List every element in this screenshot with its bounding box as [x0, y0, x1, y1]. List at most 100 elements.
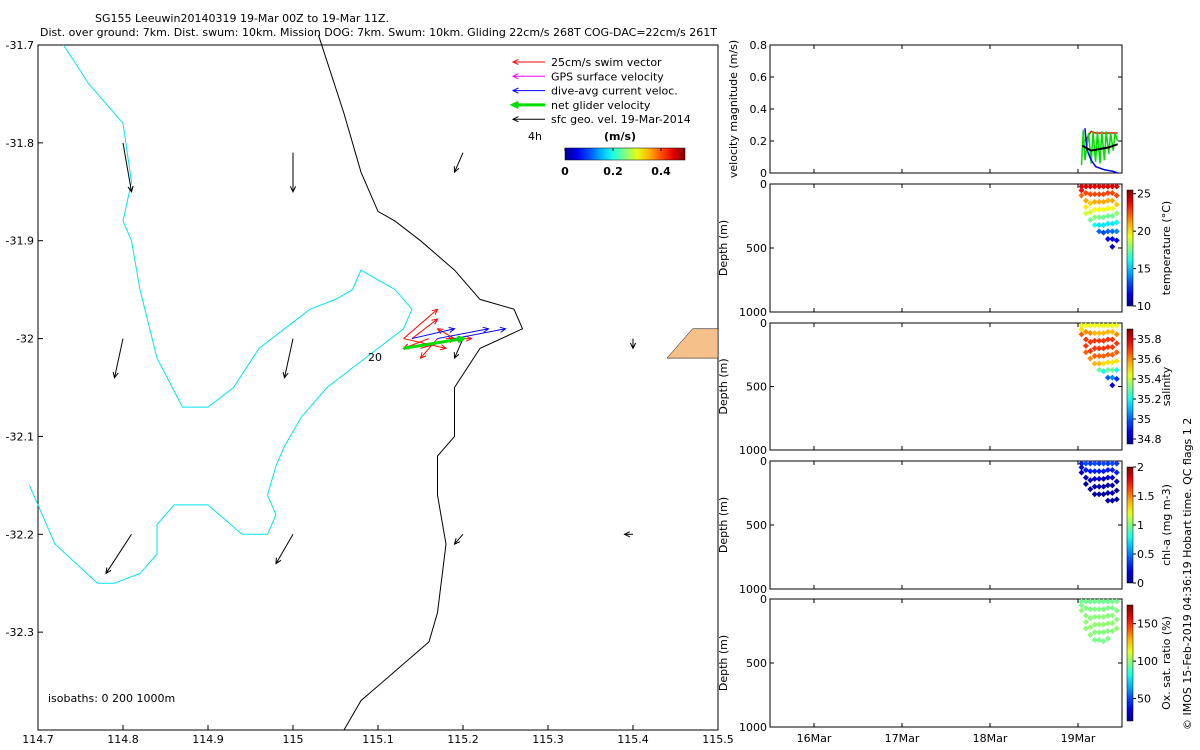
velocity-vector	[411, 327, 456, 340]
profile-point	[1082, 604, 1089, 611]
profile-point	[1096, 198, 1103, 205]
profile-point	[1087, 216, 1094, 223]
time-axis-label: 17Mar	[885, 732, 920, 745]
profile-point	[1109, 490, 1116, 496]
profile-point	[1100, 368, 1107, 375]
profile-point	[1113, 478, 1120, 485]
panel-y-label: velocity magnitude (m/s)	[727, 40, 740, 178]
profile-point	[1109, 620, 1116, 627]
profile-point	[1091, 322, 1098, 329]
panel-colorbar-label: 10	[1137, 300, 1151, 313]
profile-point	[1091, 621, 1098, 628]
speed-colorbar	[564, 147, 686, 161]
panel-y-tick-label: 0.4	[750, 103, 768, 116]
profile-point	[1082, 466, 1089, 473]
profile-point	[1096, 491, 1103, 498]
panel-5: 0 500 1000 Depth (m) 50 100 150 Ox. sat. ratio …	[717, 593, 1173, 734]
velocity-vector	[112, 338, 124, 379]
panel-colorbar-label: 35.8	[1137, 333, 1162, 346]
profile-point	[1109, 328, 1116, 335]
profile-point	[1091, 468, 1098, 475]
profile-point	[1096, 636, 1103, 643]
time-axis-label: 19Mar	[1061, 732, 1096, 745]
profile-point	[1096, 330, 1103, 337]
profile-point	[1109, 183, 1116, 190]
profile-point	[1109, 466, 1116, 473]
profile-point	[1113, 322, 1120, 329]
time-axis-label: 16Mar	[797, 732, 832, 745]
profile-point	[1078, 460, 1085, 467]
profile-point	[1104, 351, 1111, 358]
profile-point	[1096, 353, 1103, 360]
profile-point	[1087, 330, 1094, 337]
panel-2: 0 500 1000 Depth (m) 10 15 20 25 temperature (°C…	[717, 178, 1173, 319]
legend-label: GPS surface velocity	[551, 70, 664, 83]
profile-point	[1087, 355, 1094, 362]
profile-point	[1100, 460, 1107, 467]
profile-point	[1082, 612, 1089, 619]
map-x-tick-label: 115.2	[447, 733, 479, 746]
panel-y-tick-label: 1000	[739, 721, 767, 734]
panel-colorbar-title: Ox. sat. ratio (%)	[1160, 616, 1173, 710]
profile-point	[1104, 366, 1111, 373]
map-y-tick-label: -31.9	[6, 235, 34, 248]
velocity-vector	[454, 326, 507, 340]
profile-point	[1109, 497, 1116, 504]
profile-point	[1100, 229, 1107, 236]
profile-point	[1091, 183, 1098, 190]
profile-point	[1109, 189, 1116, 196]
panel-y-tick-label: 500	[746, 657, 767, 670]
velocity-vector	[453, 152, 464, 174]
profile-point	[1091, 337, 1098, 344]
velocity-vector	[105, 534, 132, 575]
velocity-vector	[275, 534, 294, 565]
profile-point	[1096, 613, 1103, 620]
profile-point	[1078, 187, 1085, 194]
profile-point	[1104, 359, 1111, 366]
profile-point	[1109, 220, 1116, 227]
profile-point	[1078, 331, 1085, 338]
velocity-vector	[453, 338, 464, 360]
profile-point	[1096, 221, 1103, 228]
panel-colorbar-label: 1.5	[1137, 490, 1155, 503]
profile-point	[1100, 221, 1107, 228]
velocity-vector	[623, 531, 633, 538]
profile-point	[1100, 345, 1107, 352]
speed-colorbar-label: 0	[561, 165, 569, 178]
profile-point	[1104, 322, 1111, 329]
profile-point	[1113, 487, 1120, 494]
profile-point	[1109, 474, 1116, 481]
profile-point	[1113, 237, 1120, 244]
profile-point	[1100, 360, 1107, 367]
map-x-tick-label: 114.7	[22, 733, 54, 746]
profile-point	[1078, 192, 1085, 199]
profile-point	[1078, 598, 1085, 605]
profile-point	[1104, 620, 1111, 627]
profile-point	[1082, 598, 1089, 605]
panel-y-tick-label: 1000	[739, 583, 767, 596]
profile-point	[1096, 598, 1103, 605]
legend-arrow	[511, 116, 545, 123]
profile-point	[1096, 214, 1103, 221]
velocity-vector	[282, 338, 294, 379]
velocity-vector	[411, 318, 439, 339]
profile-point	[1087, 468, 1094, 475]
profile-point	[1104, 213, 1111, 219]
panel-y-tick-label: 0	[760, 455, 767, 468]
profile-point	[1104, 344, 1111, 351]
profile-point	[1082, 342, 1089, 349]
isobath-line	[29, 44, 413, 584]
panel-y-tick-label: 0.8	[750, 39, 768, 52]
profile-point	[1078, 326, 1085, 333]
profile-point	[1113, 598, 1120, 605]
profile-point	[1087, 322, 1094, 329]
panel-1: 0 0.2 0.4 0.6 0.8 velocity magnitude (m/s)	[727, 39, 1123, 180]
figure-title: SG155 Leeuwin20140319 19-Mar 00Z to 19-M…	[95, 12, 389, 25]
isobath-label: isobaths: 0 200 1000m	[48, 692, 175, 705]
panel-y-tick-label: 1000	[739, 444, 767, 457]
profile-point	[1100, 183, 1107, 190]
profile-point	[1100, 638, 1107, 645]
profile-point	[1100, 606, 1107, 613]
profile-point	[1091, 636, 1098, 643]
